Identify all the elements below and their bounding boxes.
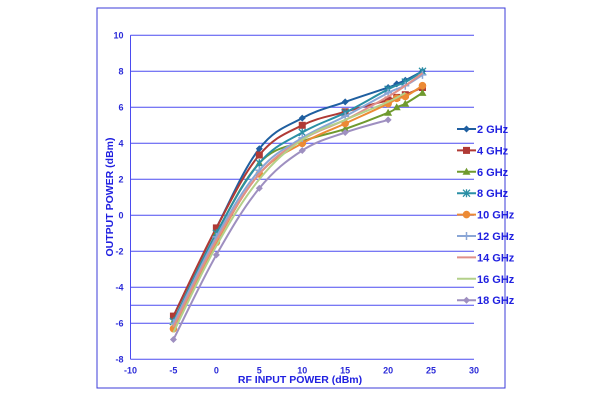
- y-tick-label: 6: [118, 102, 123, 112]
- y-tick-label: 8: [118, 66, 123, 76]
- legend-item: 2 GHz: [457, 124, 509, 136]
- chart-frame: [96, 7, 506, 389]
- y-tick-label: 0: [118, 210, 123, 220]
- data-point: [462, 189, 471, 198]
- series-6-ghz: [169, 88, 427, 325]
- data-point: [462, 167, 471, 175]
- data-point: [462, 232, 471, 240]
- legend-label: 14 GHz: [477, 252, 515, 264]
- data-point: [463, 296, 470, 304]
- x-tick-label: 15: [340, 365, 350, 375]
- data-point: [255, 145, 263, 153]
- series-line: [172, 86, 423, 317]
- data-point: [341, 129, 349, 136]
- legend-item: 6 GHz: [457, 167, 509, 179]
- data-point: [298, 147, 306, 154]
- data-point: [255, 184, 263, 192]
- data-point: [341, 124, 350, 132]
- data-point: [384, 116, 392, 124]
- data-point: [298, 114, 306, 122]
- data-point: [392, 103, 401, 111]
- legend-label: 6 GHz: [477, 167, 509, 179]
- legend-item: 14 GHz: [457, 252, 515, 264]
- x-axis-label: RF INPUT POWER (dBm): [238, 374, 362, 386]
- series-16-ghz: [172, 92, 406, 333]
- y-axis-label: OUTPUT POWER (dBm): [104, 138, 116, 257]
- data-point: [255, 151, 263, 159]
- series-line: [172, 84, 424, 330]
- series-line: [172, 92, 406, 333]
- legend-label: 18 GHz: [477, 295, 515, 307]
- x-tick-label: 5: [257, 365, 262, 375]
- data-point: [255, 159, 264, 168]
- legend-item: 18 GHz: [457, 295, 515, 307]
- series-line: [172, 70, 424, 322]
- legend-label: 2 GHz: [477, 124, 509, 136]
- data-point: [212, 224, 220, 232]
- legend-label: 4 GHz: [477, 145, 509, 157]
- legend-label: 8 GHz: [477, 188, 509, 200]
- x-tick-label: 0: [214, 365, 219, 375]
- legend-item: 10 GHz: [457, 210, 515, 222]
- x-tick-label: 25: [426, 365, 436, 375]
- data-point: [463, 125, 470, 133]
- legend-label: 10 GHz: [477, 210, 515, 222]
- legend-label: 16 GHz: [477, 274, 515, 286]
- series-line: [172, 74, 424, 324]
- data-point: [418, 81, 427, 90]
- data-point: [463, 146, 470, 154]
- data-point: [298, 121, 306, 129]
- y-tick-label: 10: [113, 30, 123, 40]
- y-tick-label: 4: [118, 138, 123, 148]
- x-tick-label: 30: [469, 365, 479, 375]
- y-tick-label: -2: [115, 246, 123, 256]
- x-tick-label: -5: [169, 365, 177, 375]
- data-point: [212, 251, 220, 259]
- series-14-ghz: [172, 72, 424, 328]
- legend-item: 16 GHz: [457, 274, 515, 286]
- legend-item: 4 GHz: [457, 145, 509, 157]
- x-tick-label: 20: [383, 365, 393, 375]
- data-point: [169, 336, 177, 343]
- y-tick-label: -8: [115, 354, 123, 364]
- data-point: [384, 108, 393, 116]
- data-point: [169, 312, 177, 320]
- x-tick-label: 10: [297, 365, 307, 375]
- y-tick-label: 2: [118, 174, 123, 184]
- y-tick-label: -4: [115, 282, 123, 292]
- legend-label: 12 GHz: [477, 231, 515, 243]
- series-line: [172, 70, 423, 317]
- y-tick-label: -6: [115, 318, 123, 328]
- data-point: [401, 99, 410, 107]
- series-line: [172, 72, 424, 328]
- data-point: [462, 210, 471, 219]
- data-point: [418, 88, 427, 96]
- series-18-ghz: [169, 116, 392, 343]
- legend-item: 12 GHz: [457, 231, 515, 243]
- data-point: [341, 98, 349, 106]
- x-tick-label: -10: [124, 365, 137, 375]
- legend-item: 8 GHz: [457, 188, 509, 200]
